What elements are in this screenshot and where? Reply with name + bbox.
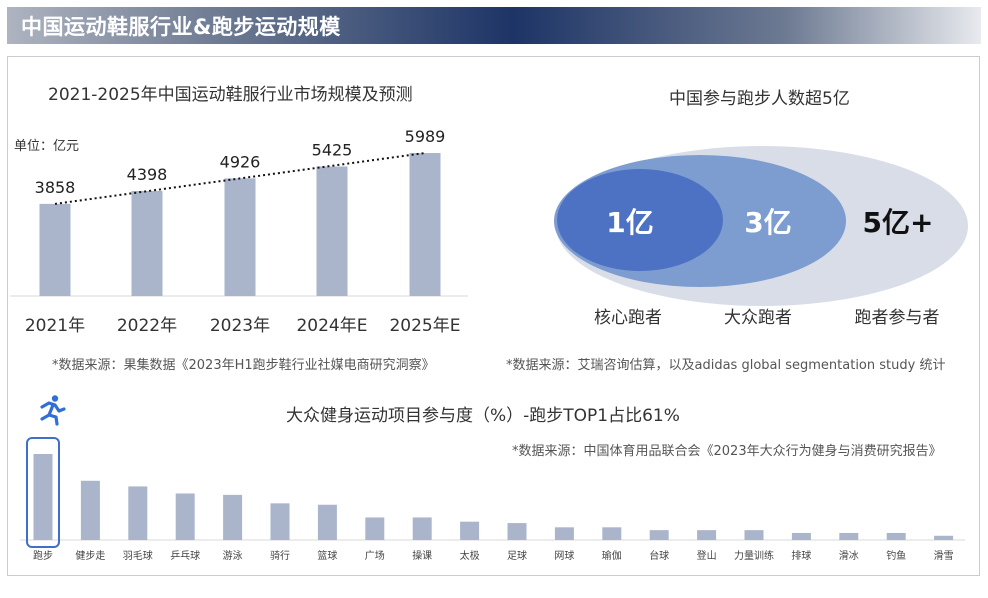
fitness-category-label: 乒乓球 [170, 549, 200, 562]
market-bar [224, 178, 256, 296]
market-bar [39, 203, 71, 296]
market-bar [409, 153, 441, 296]
mass-runners-label: 大众跑者 [724, 308, 792, 328]
fitness-bar [80, 480, 100, 540]
runners-chart-title: 中国参与跑步人数超5亿 [669, 89, 850, 109]
fitness-bar [554, 527, 574, 540]
fitness-bar [460, 521, 480, 540]
fitness-category-label: 网球 [554, 549, 574, 562]
fitness-category-label: 排球 [791, 549, 811, 562]
core-runners-label: 核心跑者 [594, 308, 662, 328]
participants-value: 5亿+ [863, 206, 934, 239]
fitness-category-label: 健步走 [75, 550, 105, 562]
market-chart-title: 2021-2025年中国运动鞋服行业市场规模及预测 [48, 85, 413, 105]
market-bar [131, 190, 163, 296]
fitness-category-label: 羽毛球 [123, 549, 153, 562]
market-trendline [54, 152, 426, 205]
fitness-bar [839, 532, 859, 540]
fitness-bar [412, 517, 432, 540]
market-value-label: 5425 [312, 140, 353, 159]
runners-chart-source: *数据来源：艾瑞咨询估算，以及adidas global segmentatio… [506, 358, 946, 373]
running-person-icon [40, 395, 66, 426]
participants-label: 跑者参与者 [855, 308, 940, 328]
fitness-bar [744, 530, 764, 540]
fitness-bar [365, 517, 385, 540]
market-value-label: 3858 [35, 178, 76, 197]
market-chart-source: *数据来源：果集数据《2023年H1跑步鞋行业社媒电商研究洞察》 [52, 358, 435, 373]
fitness-bar [223, 494, 243, 540]
fitness-bar [175, 493, 195, 540]
fitness-category-label: 登山 [697, 549, 717, 562]
page-title: 中国运动鞋服行业&跑步运动规模 [21, 15, 341, 39]
fitness-bar [649, 530, 669, 540]
market-category-label: 2025年E [389, 316, 460, 336]
fitness-bar [791, 532, 811, 540]
fitness-category-label: 跑步 [33, 549, 53, 562]
content-frame [7, 56, 980, 576]
fitness-category-label: 滑冰 [839, 549, 859, 562]
market-value-label: 4926 [220, 152, 261, 171]
fitness-bar [886, 532, 906, 540]
fitness-category-label: 滑雪 [934, 550, 954, 562]
market-chart-unit: 单位：亿元 [14, 139, 80, 154]
fitness-bar [602, 527, 622, 540]
header-banner: 中国运动鞋服行业&跑步运动规模 [7, 7, 981, 44]
market-value-label: 5989 [405, 127, 446, 146]
fitness-category-label: 操课 [412, 549, 432, 562]
fitness-category-label: 台球 [649, 549, 669, 562]
fitness-bar [33, 454, 53, 540]
mass-runners-value: 3亿 [744, 206, 791, 239]
fitness-bar [317, 504, 337, 540]
market-category-label: 2022年 [117, 316, 177, 336]
market-value-label: 4398 [127, 165, 168, 184]
core-runners-ellipse [557, 169, 723, 271]
fitness-chart-title: 大众健身运动项目参与度（%）-跑步TOP1占比61% [286, 406, 680, 426]
fitness-bar [507, 523, 527, 540]
fitness-category-label: 力量训练 [734, 549, 774, 562]
fitness-category-label: 钓鱼 [886, 549, 906, 562]
fitness-bar [934, 535, 954, 540]
market-bar-chart: 3858 2021年 4398 2022年 4926 2023年 5425 2024年E 598… [10, 127, 468, 336]
fitness-category-label: 广场 [365, 549, 385, 562]
fitness-bar-chart: 跑步 健步走 羽毛球 乒乓球 游泳 骑行 篮球 广场 操课 太极 足球 网球 瑜伽 台球 登山 力量训练 排球 滑… [20, 437, 965, 562]
market-category-label: 2024年E [296, 316, 367, 336]
fitness-category-label: 骑行 [270, 549, 290, 562]
market-bar [316, 166, 348, 296]
fitness-chart-source: *数据来源：中国体育用品联合会《2023年大众行为健身与消费研究报告》 [512, 444, 942, 459]
runner-ellipse-chart: 1亿 3亿 5亿+ 核心跑者 大众跑者 跑者参与者 [554, 146, 968, 328]
fitness-bar [270, 503, 290, 540]
highlight-box [26, 437, 60, 548]
fitness-category-label: 篮球 [317, 549, 337, 562]
fitness-category-label: 瑜伽 [602, 549, 622, 562]
fitness-bar [128, 486, 148, 540]
fitness-category-label: 游泳 [223, 549, 243, 562]
market-category-label: 2021年 [25, 316, 85, 336]
fitness-category-label: 太极 [460, 549, 480, 562]
core-runners-value: 1亿 [606, 206, 653, 239]
fitness-bar [697, 530, 717, 540]
market-category-label: 2023年 [210, 316, 270, 336]
fitness-category-label: 足球 [507, 549, 527, 562]
